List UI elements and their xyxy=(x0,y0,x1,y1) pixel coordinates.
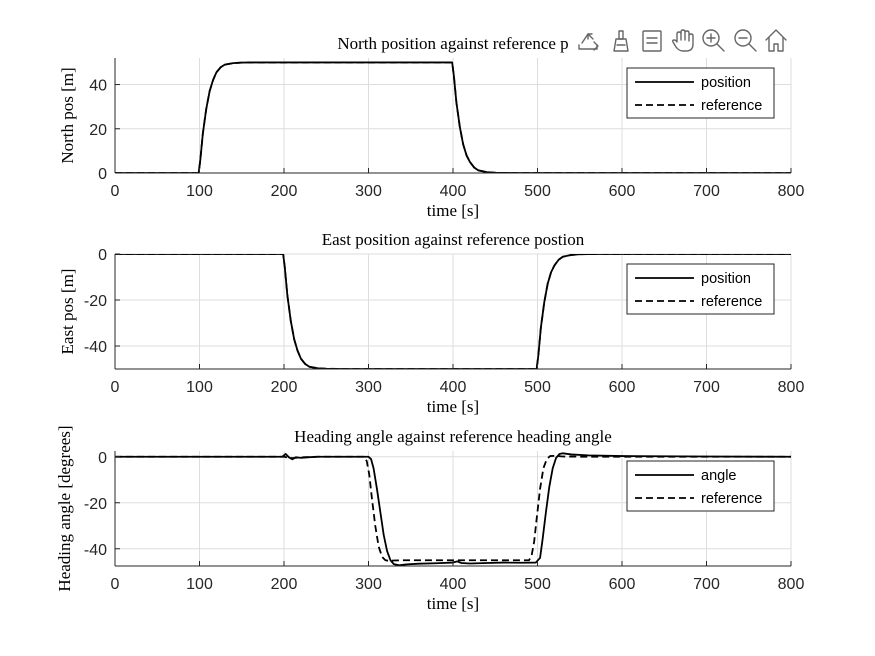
x-tick-label: 400 xyxy=(440,379,467,396)
x-tick-label: 400 xyxy=(440,576,467,593)
y-tick-label: -20 xyxy=(84,293,107,310)
x-axis-label: time [s] xyxy=(427,201,479,220)
y-tick-label: -40 xyxy=(84,339,107,356)
brush-icon[interactable] xyxy=(607,26,635,54)
y-tick-label: -40 xyxy=(84,542,107,559)
x-tick-label: 100 xyxy=(186,183,213,200)
subplot-1: 0 100 200 300 400 500 600 700 800 0 20 40 North posi… xyxy=(58,34,804,220)
x-tick-label: 0 xyxy=(111,379,120,396)
subplot-3: 0 100 200 300 400 500 600 700 800 -40 -20 0 Heading … xyxy=(55,425,804,613)
series-line-position xyxy=(115,61,791,173)
chart-title: East position against reference postion xyxy=(322,230,585,249)
y-tick-label: 0 xyxy=(98,450,107,467)
zoom-out-icon[interactable] xyxy=(731,26,759,54)
axes-toolbar xyxy=(574,26,790,54)
y-tick-label: -20 xyxy=(84,496,107,513)
x-tick-label: 0 xyxy=(111,576,120,593)
x-tick-label: 500 xyxy=(524,183,551,200)
x-axis-label: time [s] xyxy=(427,594,479,613)
y-tick-label: 0 xyxy=(98,247,107,264)
x-tick-label: 700 xyxy=(693,576,720,593)
x-tick-label: 300 xyxy=(355,576,382,593)
legend-box xyxy=(626,263,775,315)
x-tick-label: 700 xyxy=(693,183,720,200)
subplot-2: 0 100 200 300 400 500 600 700 800 -40 -20 0 East pos… xyxy=(58,230,804,416)
x-tick-label: 100 xyxy=(186,379,213,396)
legend-box xyxy=(626,67,775,119)
x-tick-label: 200 xyxy=(271,576,298,593)
x-tick-label: 100 xyxy=(186,576,213,593)
x-tick-label: 700 xyxy=(693,379,720,396)
x-tick-label: 800 xyxy=(778,183,805,200)
zoom-in-icon[interactable] xyxy=(699,26,727,54)
export-icon[interactable] xyxy=(574,26,602,54)
x-tick-label: 300 xyxy=(355,183,382,200)
legend[interactable]: angle reference xyxy=(626,460,775,512)
chart-title: North position against reference p xyxy=(337,34,568,53)
x-tick-label: 500 xyxy=(524,379,551,396)
y-axis-label: Heading angle [degrees] xyxy=(55,425,74,591)
legend-label-angle: angle xyxy=(701,468,736,484)
legend-label-reference: reference xyxy=(701,491,762,507)
home-icon[interactable] xyxy=(762,26,790,54)
x-tick-label: 600 xyxy=(609,576,636,593)
x-tick-label: 600 xyxy=(609,183,636,200)
datatip-icon[interactable] xyxy=(638,26,666,54)
legend-box xyxy=(626,460,775,512)
series-line-angle xyxy=(115,452,791,566)
legend-label-position: position xyxy=(701,75,751,91)
x-tick-label: 600 xyxy=(609,379,636,396)
legend-label-reference: reference xyxy=(701,294,762,310)
chart-title: Heading angle against reference heading … xyxy=(294,427,612,446)
x-tick-label: 300 xyxy=(355,379,382,396)
x-tick-label: 200 xyxy=(271,183,298,200)
y-tick-label: 20 xyxy=(89,122,107,139)
x-axis-label: time [s] xyxy=(427,397,479,416)
y-tick-label: 40 xyxy=(89,78,107,95)
x-tick-label: 800 xyxy=(778,576,805,593)
legend-label-position: position xyxy=(701,271,751,287)
legend-label-reference: reference xyxy=(701,98,762,114)
series-line-position xyxy=(115,254,791,369)
pan-hand-icon[interactable] xyxy=(669,26,697,54)
x-tick-label: 200 xyxy=(271,379,298,396)
x-tick-label: 400 xyxy=(440,183,467,200)
y-tick-label: 0 xyxy=(98,166,107,183)
legend[interactable]: position reference xyxy=(626,67,775,119)
y-axis-label: North pos [m] xyxy=(58,67,77,163)
axes-layer: 0 100 200 300 400 500 600 700 800 0 20 40 North posi… xyxy=(55,34,804,613)
x-tick-label: 0 xyxy=(111,183,120,200)
x-tick-label: 500 xyxy=(524,576,551,593)
legend[interactable]: position reference xyxy=(626,263,775,315)
y-axis-label: East pos [m] xyxy=(58,269,77,355)
x-tick-label: 800 xyxy=(778,379,805,396)
